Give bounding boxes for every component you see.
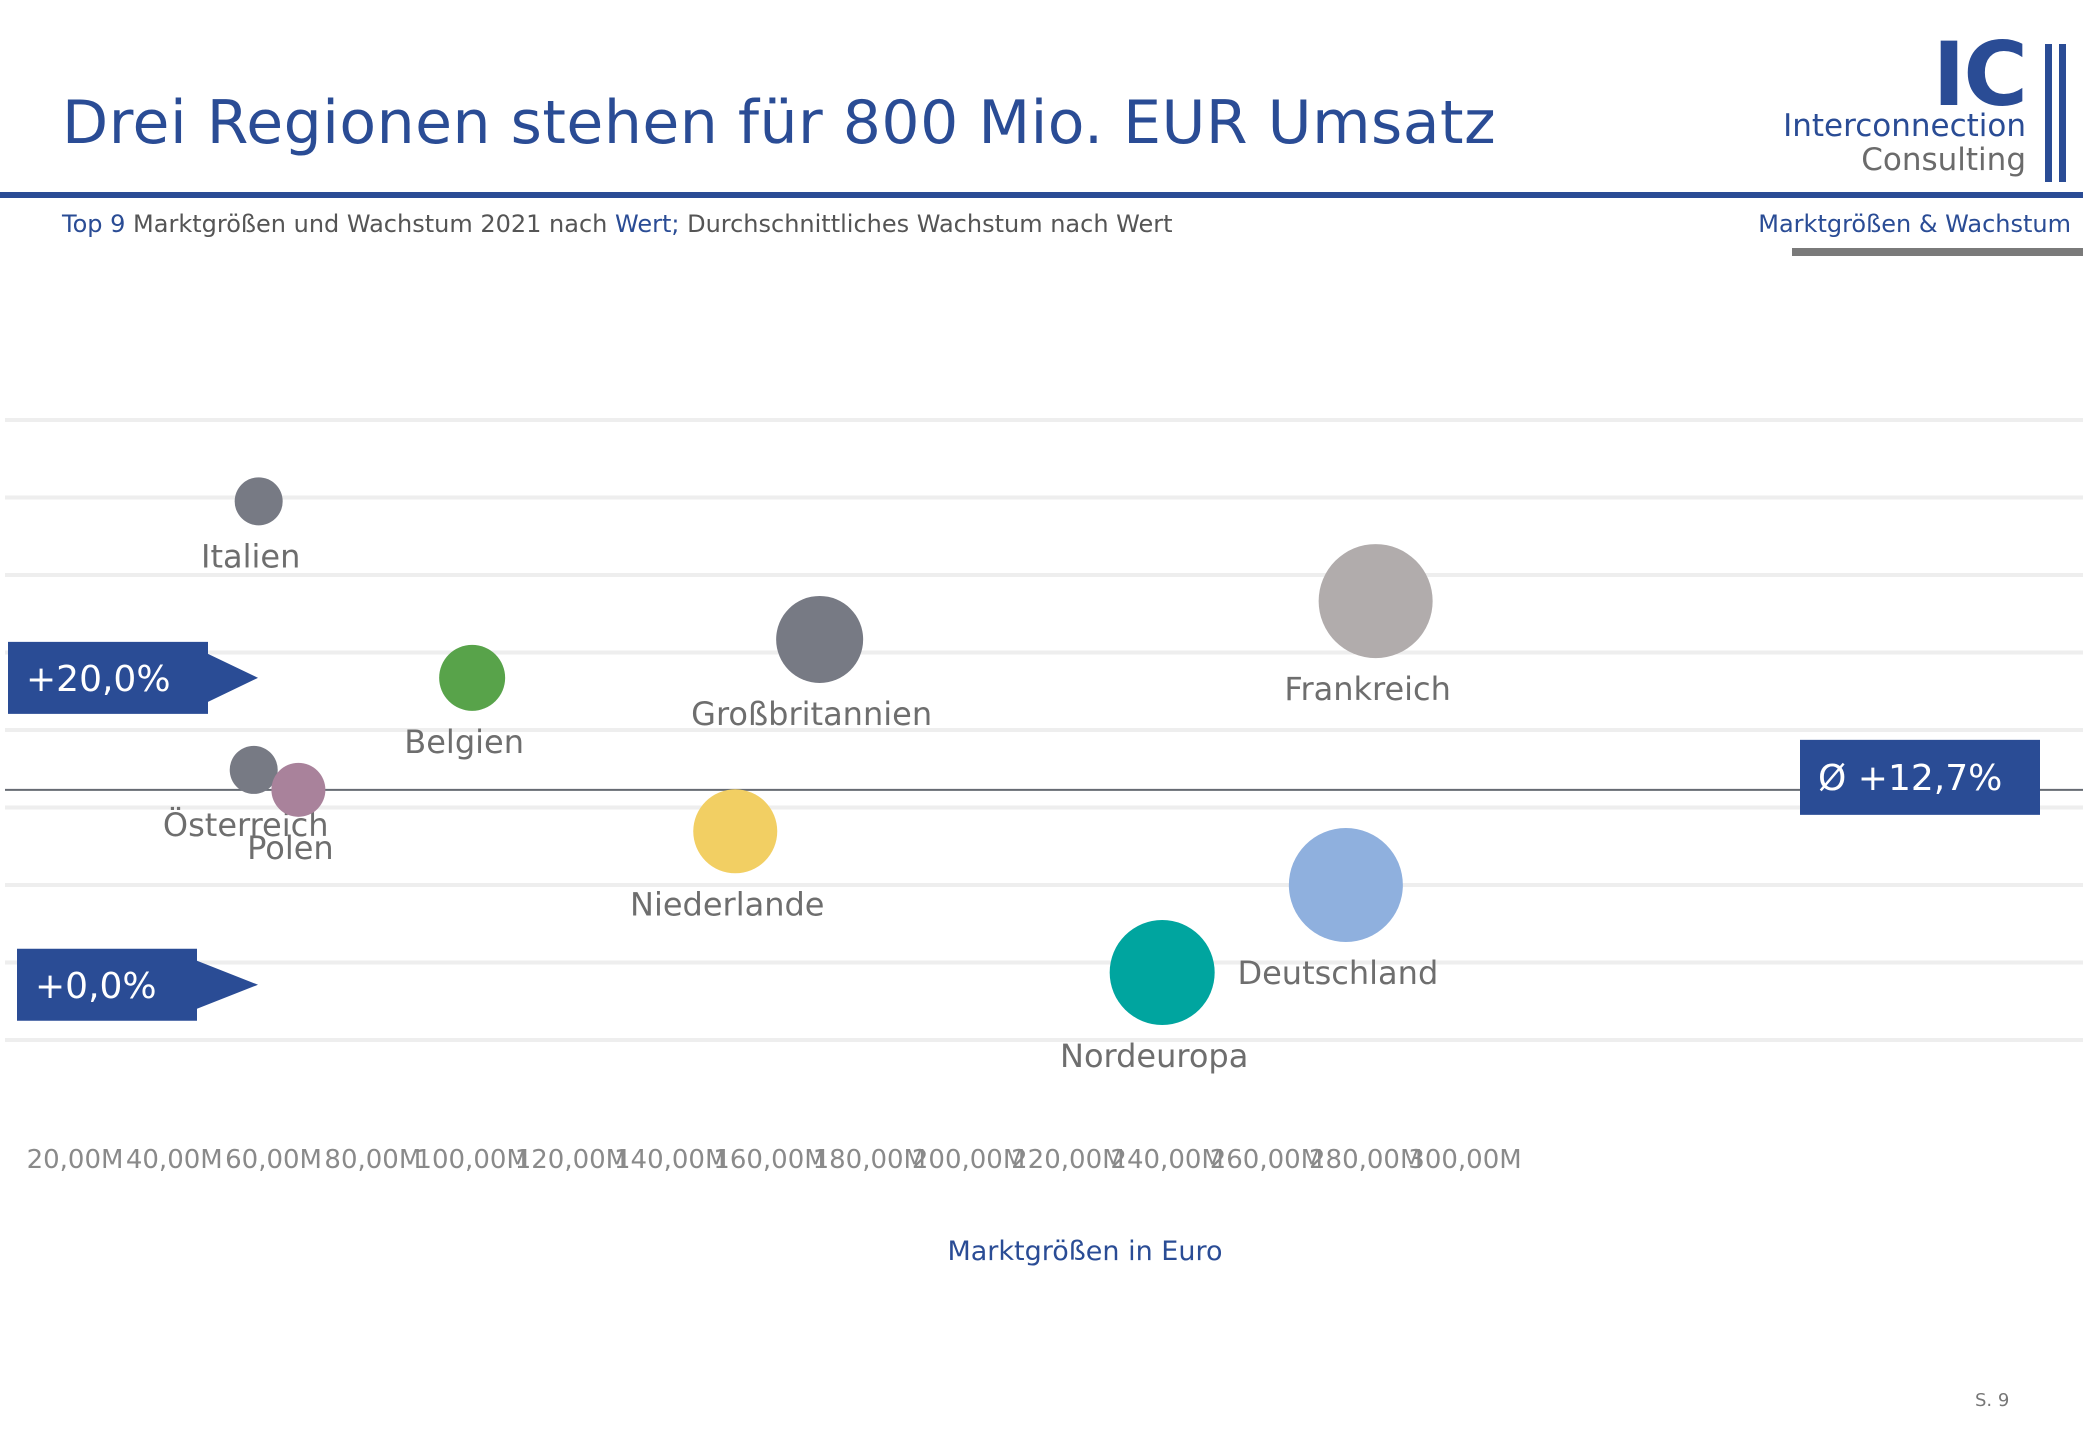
logo-letters: IC [1932,23,2028,126]
logo-bar [2045,44,2052,182]
bubble-label: Deutschland [1237,954,1438,992]
bubble-label: Polen [247,829,334,867]
bubble-label: Frankreich [1284,670,1451,708]
x-tick-label: 60,00M [225,1145,322,1175]
subtitle-part: Wert; [615,210,680,238]
average-label: Ø +12,7% [1818,758,2002,799]
logo-line-1: Interconnection [1783,108,2026,144]
chart-subtitle: Top 9 Marktgrößen und Wachstum 2021 nach… [62,210,1173,238]
x-tick-label: 140,00M [614,1145,727,1175]
logo-line-2: Consulting [1861,142,2026,178]
reference-marker [8,641,258,714]
subtitle-part: Durchschnittliches Wachstum nach Wert [679,210,1173,238]
x-tick-label: 120,00M [515,1145,628,1175]
subtitle-part: Marktgrößen und Wachstum 2021 nach [125,210,615,238]
x-tick-label: 240,00M [1110,1145,1223,1175]
bubble [1318,544,1433,659]
reference-marker [17,948,258,1021]
section-label: Marktgrößen & Wachstum [1758,210,2071,238]
x-tick-label: 160,00M [713,1145,826,1175]
logo-bar [2059,44,2066,182]
bubble-label: Großbritannien [691,695,932,733]
bubble [234,477,283,526]
x-tick-label: 220,00M [1011,1145,1124,1175]
subtitle-part: Top 9 [62,210,126,238]
x-axis-label: Marktgrößen in Euro [947,1236,1223,1267]
x-tick-label: 20,00M [27,1145,124,1175]
x-tick-label: 260,00M [1210,1145,1323,1175]
x-tick-label: 280,00M [1309,1145,1422,1175]
x-tick-label: 300,00M [1408,1145,1521,1175]
x-tick-label: 100,00M [415,1145,528,1175]
x-tick-label: 40,00M [126,1145,223,1175]
section-underline [1792,248,2083,256]
page-number: S. 9 [1975,1390,2010,1411]
company-logo: IC Interconnection Consulting [1770,23,2070,186]
header-rule [0,192,2083,198]
reference-marker-label: +0,0% [35,966,157,1007]
x-tick-label: 180,00M [813,1145,926,1175]
reference-marker-label: +20,0% [26,659,171,700]
bubble [1109,919,1215,1025]
bubble [693,789,778,874]
bubble [229,745,278,794]
bubble-label: Belgien [404,723,524,761]
bubble-label: Italien [201,537,300,575]
bubble [271,762,326,817]
bubble-label: Nordeuropa [1060,1037,1248,1075]
x-tick-label: 80,00M [324,1145,421,1175]
bubble [776,595,864,683]
x-tick-label: 200,00M [912,1145,1025,1175]
bubble [439,644,506,711]
page-title: Drei Regionen stehen für 800 Mio. EUR Um… [62,88,1497,158]
bubble-label: Niederlande [630,885,824,923]
average-label-box [1800,739,2040,815]
bubble [1288,828,1403,942]
